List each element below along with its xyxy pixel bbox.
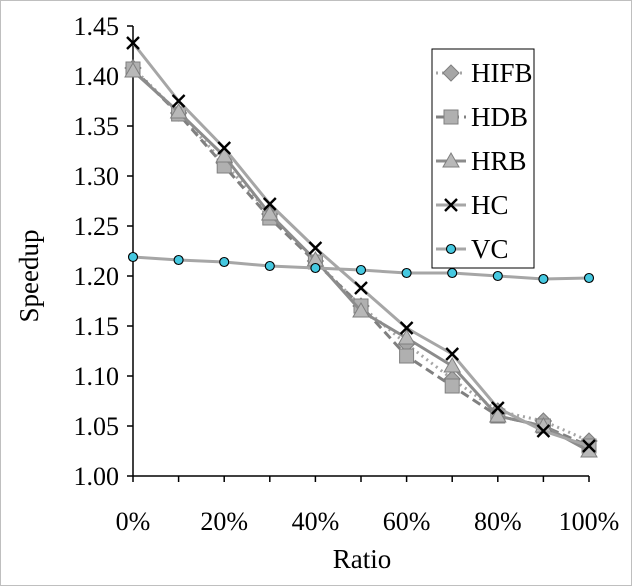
x-marker xyxy=(126,36,140,50)
circle-marker xyxy=(583,272,595,284)
legend-label: VC xyxy=(471,234,509,264)
series-hc xyxy=(126,36,596,453)
legend-item-hifb: HIFB xyxy=(436,58,533,88)
legend-item-hdb: HDB xyxy=(436,102,528,132)
legend-label: HRB xyxy=(471,146,527,176)
x-marker xyxy=(444,198,458,212)
x-marker xyxy=(445,347,460,361)
circle-marker xyxy=(310,262,321,274)
y-tick-label: 1.20 xyxy=(74,262,120,291)
x-marker xyxy=(308,241,323,255)
circle-marker xyxy=(173,254,184,266)
circle-marker xyxy=(538,273,549,285)
circle-marker xyxy=(447,267,458,279)
x-marker xyxy=(582,439,596,453)
x-marker xyxy=(399,321,414,335)
legend: HIFB HDB HRB HC VC xyxy=(431,48,535,269)
circle-marker xyxy=(445,243,457,255)
circle-marker xyxy=(355,264,367,276)
y-axis-title: Speedup xyxy=(14,230,44,323)
x-marker xyxy=(490,401,505,415)
y-tick-label: 1.15 xyxy=(74,312,120,341)
y-tick-label: 1.10 xyxy=(74,362,120,391)
y-tick-label: 1.05 xyxy=(74,412,120,441)
x-axis-title: Ratio xyxy=(333,544,392,574)
y-tick-label: 1.00 xyxy=(74,462,120,491)
y-tick-label: 1.35 xyxy=(74,112,120,141)
x-tick-label: 80% xyxy=(474,507,522,536)
diamond-marker xyxy=(442,64,460,82)
y-tick-label: 1.25 xyxy=(74,212,120,241)
square-marker xyxy=(444,378,460,394)
x-tick-label: 0% xyxy=(116,507,151,536)
x-marker xyxy=(171,94,186,108)
series-layer xyxy=(124,36,598,458)
triangle-marker xyxy=(488,406,507,423)
circle-marker xyxy=(264,260,275,272)
legend-label: HDB xyxy=(471,102,528,132)
y-tick-label: 1.40 xyxy=(74,62,120,91)
x-tick-label: 40% xyxy=(292,507,340,536)
x-tick-label: 100% xyxy=(559,507,620,536)
y-tick-label: 1.45 xyxy=(74,12,120,41)
series-hrb xyxy=(124,61,598,458)
triangle-marker xyxy=(442,151,460,168)
triangle-marker xyxy=(352,301,370,318)
circle-marker xyxy=(219,256,230,268)
triangle-marker xyxy=(397,328,416,345)
circle-marker xyxy=(492,270,503,282)
triangle-marker xyxy=(124,61,142,78)
x-marker xyxy=(262,197,277,211)
x-marker xyxy=(217,141,232,155)
legend-label: HC xyxy=(471,190,509,220)
square-marker xyxy=(399,348,415,364)
x-marker xyxy=(354,281,368,295)
x-tick-label: 60% xyxy=(383,507,431,536)
series-vc xyxy=(127,251,595,285)
circle-marker xyxy=(401,267,412,279)
triangle-marker xyxy=(443,356,462,373)
square-marker xyxy=(443,109,459,125)
legend-label: HIFB xyxy=(471,58,533,88)
x-marker xyxy=(536,424,551,438)
legend-item-vc: VC xyxy=(436,234,509,264)
axes: 1.00 1.05 1.10 1.15 1.20 1.25 1.30 1.35 1.40 1.45… xyxy=(74,12,620,536)
triangle-marker xyxy=(260,204,279,221)
x-tick-label: 20% xyxy=(200,507,248,536)
y-tick-label: 1.30 xyxy=(74,162,120,191)
triangle-marker xyxy=(169,102,188,119)
legend-item-hrb: HRB xyxy=(436,146,527,176)
legend-item-hc: HC xyxy=(436,190,509,220)
circle-marker xyxy=(127,251,139,263)
